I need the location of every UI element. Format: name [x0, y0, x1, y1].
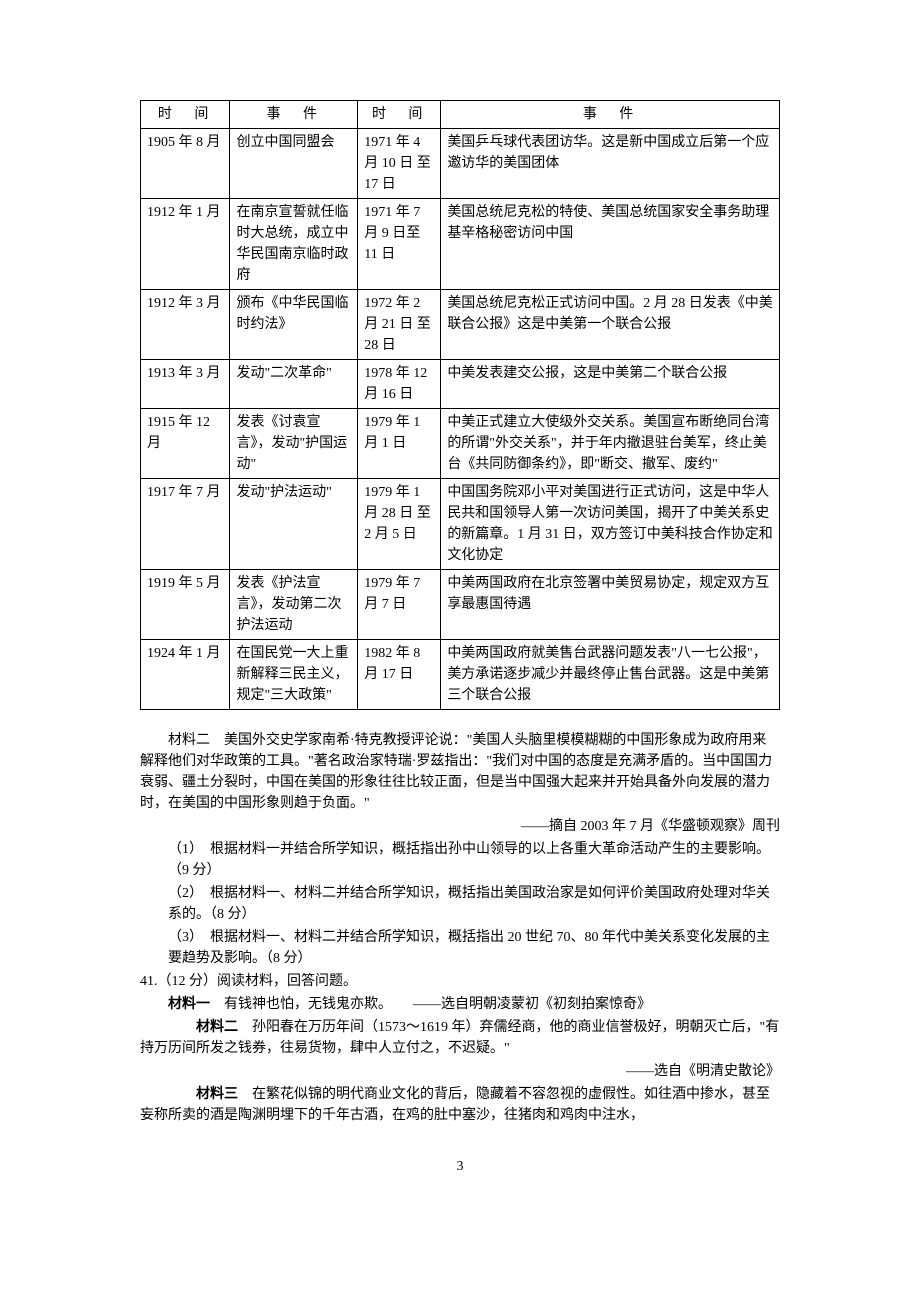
- q41-material-2: 材料二 孙阳春在万历年间（1573～1619 年）弃儒经商，他的商业信誉极好，明…: [140, 1017, 780, 1059]
- question-number: （3）: [168, 930, 210, 945]
- table-cell: 发动"二次革命": [230, 360, 358, 409]
- table-cell: 1915 年 12 月: [141, 409, 230, 479]
- table-row: 1905 年 8 月创立中国同盟会1971 年 4 月 10 日 至 17 日美…: [141, 129, 780, 199]
- table-cell: 1924 年 1 月: [141, 640, 230, 710]
- table-row: 1912 年 3 月颁布《中华民国临时约法》1972 年 2 月 21 日 至 …: [141, 290, 780, 360]
- question-text: 根据材料一、材料二并结合所学知识，概括指出美国政治家是如何评价美国政府处理对华关…: [168, 886, 770, 922]
- table-row: 1912 年 1 月在南京宣誓就任临时大总统，成立中华民国南京临时政府1971 …: [141, 199, 780, 290]
- table-cell: 中美正式建立大使级外交关系。美国宣布断绝同台湾的所谓"外交关系"，并于年内撤退驻…: [441, 409, 780, 479]
- table-cell: 1979 年 1 月 1 日: [358, 409, 441, 479]
- table-cell: 1979 年 1 月 28 日 至 2 月 5 日: [358, 479, 441, 570]
- table-cell: 中美发表建交公报，这是中美第二个联合公报: [441, 360, 780, 409]
- table-cell: 1972 年 2 月 21 日 至 28 日: [358, 290, 441, 360]
- table-cell: 1912 年 1 月: [141, 199, 230, 290]
- question-list: （1）根据材料一并结合所学知识，概括指出孙中山领导的以上各重大革命活动产生的主要…: [140, 839, 780, 969]
- table-cell: 美国总统尼克松正式访问中国。2 月 28 日发表《中美联合公报》这是中美第一个联…: [441, 290, 780, 360]
- table-cell: 1979 年 7 月 7 日: [358, 570, 441, 640]
- history-events-table: 时 间 事 件 时 间 事 件 1905 年 8 月创立中国同盟会1971 年 …: [140, 100, 780, 710]
- material-2-source: ——摘自 2003 年 7 月《华盛顿观察》周刊: [140, 816, 780, 837]
- question-number: （1）: [168, 842, 210, 857]
- q41-m1-label: 材料一: [168, 997, 210, 1012]
- table-cell: 美国总统尼克松的特使、美国总统国家安全事务助理基辛格秘密访问中国: [441, 199, 780, 290]
- question-item: （2）根据材料一、材料二并结合所学知识，概括指出美国政治家是如何评价美国政府处理…: [168, 883, 780, 925]
- q41-material-1: 材料一 有钱神也怕，无钱鬼亦欺。 ——选自明朝凌蒙初《初刻拍案惊奇》: [140, 994, 780, 1015]
- page-number: 3: [140, 1156, 780, 1177]
- table-header-row: 时 间 事 件 时 间 事 件: [141, 101, 780, 129]
- q41-title: 41.（12 分）阅读材料，回答问题。: [140, 971, 780, 992]
- table-cell: 1971 年 4 月 10 日 至 17 日: [358, 129, 441, 199]
- table-cell: 1905 年 8 月: [141, 129, 230, 199]
- q41-m2-source: ——选自《明清史散论》: [140, 1061, 780, 1082]
- table-row: 1913 年 3 月发动"二次革命"1978 年 12 月 16 日中美发表建交…: [141, 360, 780, 409]
- q41-m2-label: 材料二: [196, 1020, 238, 1035]
- question-item: （1）根据材料一并结合所学知识，概括指出孙中山领导的以上各重大革命活动产生的主要…: [168, 839, 780, 881]
- table-cell: 中国国务院邓小平对美国进行正式访问，这是中华人民共和国领导人第一次访问美国，揭开…: [441, 479, 780, 570]
- table-row: 1924 年 1 月在国民党一大上重新解释三民主义，规定"三大政策"1982 年…: [141, 640, 780, 710]
- col-header-event-2: 事 件: [441, 101, 780, 129]
- question-number: （2）: [168, 886, 210, 901]
- table-cell: 中美两国政府在北京签署中美贸易协定，规定双方互享最惠国待遇: [441, 570, 780, 640]
- table-cell: 发动"护法运动": [230, 479, 358, 570]
- col-header-time-2: 时 间: [358, 101, 441, 129]
- table-cell: 颁布《中华民国临时约法》: [230, 290, 358, 360]
- table-cell: 1912 年 3 月: [141, 290, 230, 360]
- table-cell: 中美两国政府就美售台武器问题发表"八一七公报"，美方承诺逐步减少并最终停止售台武…: [441, 640, 780, 710]
- question-item: （3）根据材料一、材料二并结合所学知识，概括指出 20 世纪 70、80 年代中…: [168, 927, 780, 969]
- table-row: 1917 年 7 月发动"护法运动"1979 年 1 月 28 日 至 2 月 …: [141, 479, 780, 570]
- table-cell: 1982 年 8 月 17 日: [358, 640, 441, 710]
- question-text: 根据材料一并结合所学知识，概括指出孙中山领导的以上各重大革命活动产生的主要影响。…: [168, 842, 770, 878]
- table-row: 1915 年 12 月发表《讨袁宣言》，发动"护国运动"1979 年 1 月 1…: [141, 409, 780, 479]
- table-cell: 创立中国同盟会: [230, 129, 358, 199]
- table-cell: 在南京宣誓就任临时大总统，成立中华民国南京临时政府: [230, 199, 358, 290]
- table-body: 1905 年 8 月创立中国同盟会1971 年 4 月 10 日 至 17 日美…: [141, 129, 780, 710]
- question-text: 根据材料一、材料二并结合所学知识，概括指出 20 世纪 70、80 年代中美关系…: [168, 930, 770, 966]
- table-cell: 1913 年 3 月: [141, 360, 230, 409]
- material-2-body: 材料二 美国外交史学家南希·特克教授评论说："美国人头脑里模模糊糊的中国形象成为…: [140, 730, 780, 814]
- q41-material-3: 材料三 在繁花似锦的明代商业文化的背后，隐藏着不容忽视的虚假性。如往酒中掺水，甚…: [140, 1084, 780, 1126]
- table-row: 1919 年 5 月发表《护法宣言》，发动第二次护法运动1979 年 7 月 7…: [141, 570, 780, 640]
- table-cell: 1978 年 12 月 16 日: [358, 360, 441, 409]
- table-cell: 1917 年 7 月: [141, 479, 230, 570]
- table-cell: 1919 年 5 月: [141, 570, 230, 640]
- table-cell: 发表《讨袁宣言》，发动"护国运动": [230, 409, 358, 479]
- q41-m3-label: 材料三: [196, 1087, 238, 1102]
- table-cell: 发表《护法宣言》，发动第二次护法运动: [230, 570, 358, 640]
- col-header-event-1: 事 件: [230, 101, 358, 129]
- q41-m1-text: 有钱神也怕，无钱鬼亦欺。 ——选自明朝凌蒙初《初刻拍案惊奇》: [210, 997, 651, 1012]
- table-cell: 在国民党一大上重新解释三民主义，规定"三大政策": [230, 640, 358, 710]
- col-header-time-1: 时 间: [141, 101, 230, 129]
- table-cell: 美国乒乓球代表团访华。这是新中国成立后第一个应邀访华的美国团体: [441, 129, 780, 199]
- table-cell: 1971 年 7 月 9 日至 11 日: [358, 199, 441, 290]
